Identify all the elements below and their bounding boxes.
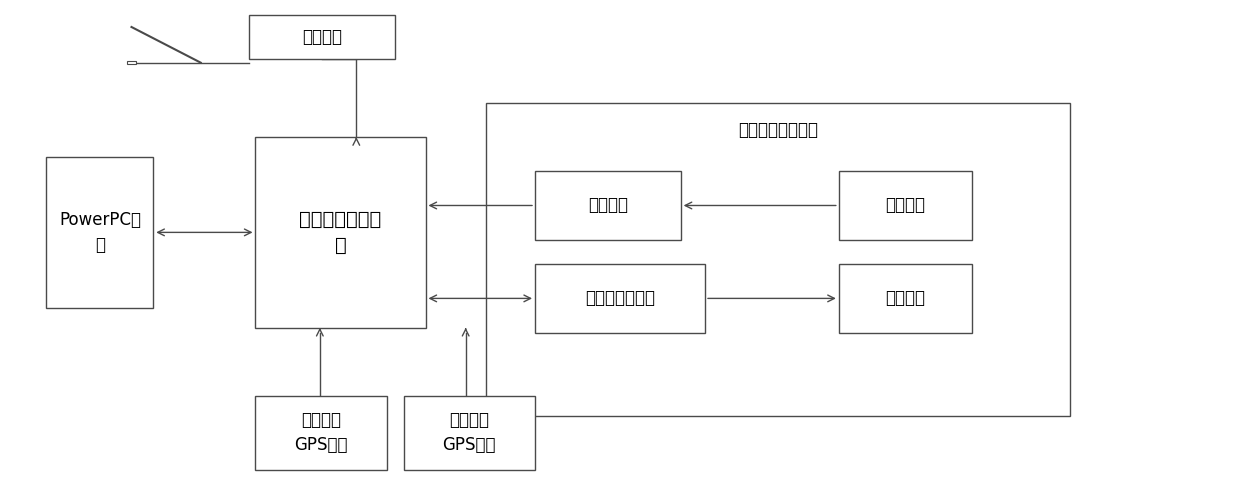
- Text: 方位电机: 方位电机: [885, 289, 925, 307]
- Bar: [838, 171, 972, 240]
- Bar: [255, 396, 387, 470]
- Bar: [486, 103, 1070, 416]
- Bar: [46, 157, 154, 308]
- Text: 机载天线
GPS信息: 机载天线 GPS信息: [443, 411, 496, 455]
- Bar: [838, 264, 972, 333]
- Bar: [255, 137, 425, 328]
- Bar: [128, 61, 135, 64]
- Bar: [534, 171, 681, 240]
- Bar: [534, 264, 706, 333]
- Bar: [249, 15, 396, 59]
- Text: PowerPC系
统: PowerPC系 统: [58, 211, 141, 254]
- Text: 全向天线: 全向天线: [303, 28, 342, 46]
- Text: 地面天线
GPS信息: 地面天线 GPS信息: [294, 411, 347, 455]
- Text: 方位平台: 方位平台: [885, 197, 925, 215]
- Text: 机载天线控制模
块: 机载天线控制模 块: [299, 210, 382, 255]
- Text: 角编码器: 角编码器: [588, 197, 627, 215]
- Text: 方位电机驱动器: 方位电机驱动器: [585, 289, 655, 307]
- Bar: [404, 396, 534, 470]
- Text: 机载天线伺服模块: 机载天线伺服模块: [738, 121, 818, 139]
